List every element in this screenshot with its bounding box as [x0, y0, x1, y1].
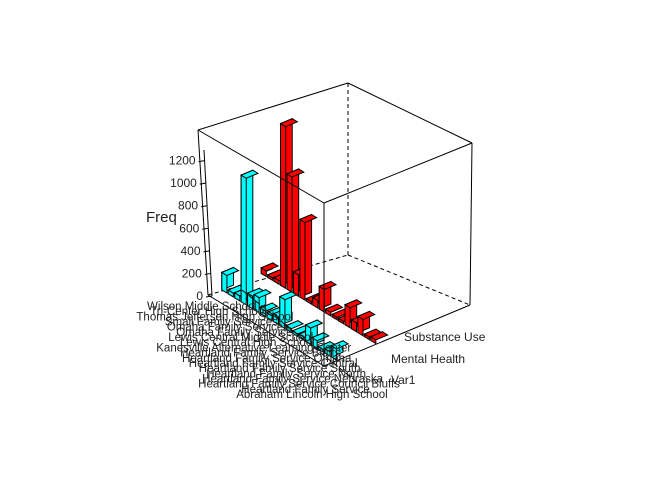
y-tick-label: 200	[182, 266, 202, 280]
category-tick	[351, 377, 358, 383]
category-label: Abraham Lincoln High School	[236, 389, 388, 401]
category-label: Tri-Center High School	[150, 306, 267, 318]
bar-mental-health	[304, 319, 324, 346]
category-tick	[306, 341, 313, 347]
y-tick-mark	[199, 182, 206, 185]
variable-label: Mental Health	[391, 352, 465, 366]
y-tick-label: 600	[179, 221, 199, 235]
bar-substance-use	[298, 213, 318, 302]
category-label: Lewis Central Middle School	[168, 332, 313, 344]
category-tick	[241, 289, 248, 295]
category-label: Omaha Family Service	[176, 327, 292, 339]
category-tick	[325, 356, 332, 362]
bar-mental-health	[252, 288, 272, 314]
bar-mental-health	[278, 290, 298, 330]
category-tick	[319, 351, 325, 357]
category-tick	[299, 336, 306, 341]
category-label: Heartland Family Service Omaha	[182, 353, 352, 365]
category-label: Kanesville Alternative Learning Center	[156, 342, 351, 354]
category-label: Small Family Services	[165, 317, 278, 329]
category-label: Thomas Jefferson High School	[136, 311, 293, 323]
category-label: Heartland Family Service North	[206, 368, 366, 380]
bar-mental-health	[285, 319, 305, 334]
category-label: Omaha Family Services	[167, 322, 289, 334]
y-axis-label: Freq	[146, 209, 177, 226]
category-label: Heartland Family Service	[241, 384, 369, 396]
bar-substance-use	[369, 331, 389, 345]
category-label: Wilson Middle School	[147, 301, 257, 313]
category-label: Heartland Family Service South	[199, 363, 361, 375]
category-tick	[345, 372, 351, 378]
category-tick	[254, 299, 261, 305]
bar-substance-use	[324, 303, 344, 317]
category-tick	[312, 346, 319, 352]
bar-mental-health	[310, 331, 330, 350]
category-tick	[267, 310, 274, 316]
category-tick	[280, 320, 287, 326]
bar-substance-use	[260, 262, 280, 278]
bar-substance-use	[285, 168, 305, 294]
category-label: Heartland Family Service Nebraska	[202, 373, 383, 385]
y-tick-label: 400	[181, 244, 201, 258]
bar-substance-use	[356, 310, 376, 337]
y-tick-mark	[204, 272, 211, 275]
y-tick-mark	[203, 250, 210, 253]
category-label: Lewis Central High School	[180, 337, 315, 349]
bar-substance-use	[318, 280, 338, 313]
y-tick-label: 800	[178, 199, 198, 213]
category-label: Heartland Family Service Bluffs	[180, 348, 340, 360]
category-label: Heartland Family Service Council Bluffs	[198, 379, 400, 391]
box-back	[197, 82, 473, 306]
category-tick	[338, 367, 345, 373]
y-tick-label: 0	[196, 289, 203, 303]
category-tick	[248, 294, 254, 300]
category-tick	[274, 315, 280, 321]
bar-mental-health	[240, 169, 260, 306]
category-tick	[293, 331, 300, 336]
variable-label: Var1	[391, 373, 416, 387]
y-tick-mark	[200, 205, 208, 208]
bar-mental-health	[220, 266, 240, 294]
bar-substance-use	[363, 328, 383, 341]
box-front	[197, 129, 473, 367]
variable-label: Substance Use	[404, 330, 486, 344]
y-tick-mark	[198, 160, 205, 163]
y-tick-mark	[205, 295, 213, 298]
category-tick	[261, 305, 267, 310]
bar-mental-health	[259, 302, 279, 318]
bar-mental-health	[330, 340, 350, 361]
y-axis: 0 200 400 600 800 1000 1200	[169, 149, 213, 303]
category-label: Heartland Family Service Central	[189, 358, 358, 370]
y-tick-label: 1000	[170, 176, 197, 190]
category-tick	[332, 362, 338, 367]
y-tick-mark	[202, 227, 209, 230]
y-tick-label: 1200	[169, 154, 196, 168]
variable-labels: Substance Use Mental Health Var1	[391, 330, 486, 387]
category-tick	[286, 325, 293, 331]
bars-group	[220, 117, 389, 361]
